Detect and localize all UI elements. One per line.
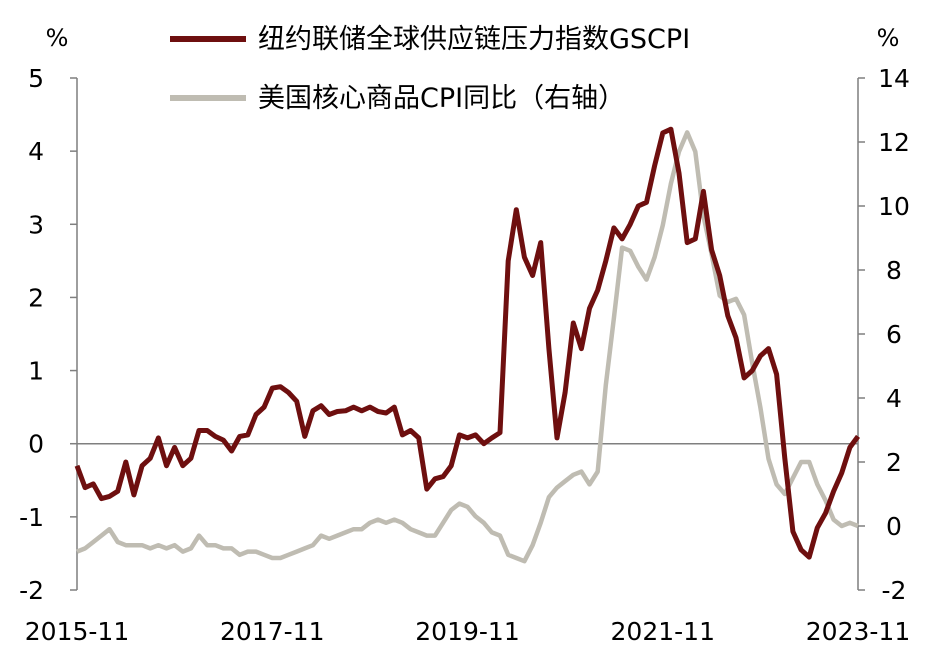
right-axis-unit: % xyxy=(877,24,900,52)
left-tick-label: 2 xyxy=(28,283,44,312)
right-tick-label: 10 xyxy=(878,192,910,221)
x-tick-label: 2023-11 xyxy=(806,617,910,646)
series-layer xyxy=(74,126,861,564)
right-tick-label: 8 xyxy=(886,256,902,285)
legend-label-core-goods-cpi: 美国核心商品CPI同比（右轴） xyxy=(258,83,625,114)
left-tick-label: 5 xyxy=(28,64,44,93)
x-tick-label: 2017-11 xyxy=(220,617,324,646)
right-tick-label: 14 xyxy=(878,64,910,93)
right-tick-label: 4 xyxy=(886,384,902,413)
right-tick-label: 12 xyxy=(878,128,910,157)
legend-label-gscpi: 纽约联储全球供应链压力指数GSCPI xyxy=(258,24,690,55)
right-tick-label: 0 xyxy=(886,512,902,541)
left-tick-label: 0 xyxy=(28,430,44,459)
left-tick-label: 4 xyxy=(28,137,44,166)
right-tick-label: 6 xyxy=(886,320,902,349)
x-tick-label: 2015-11 xyxy=(25,617,129,646)
left-tick-label: -2 xyxy=(19,576,44,605)
right-tick-label: -2 xyxy=(882,576,907,605)
series-line-core-goods-cpi xyxy=(76,130,859,564)
left-axis-unit: % xyxy=(46,24,69,52)
left-tick-label: 1 xyxy=(28,357,44,386)
x-tick-label: 2021-11 xyxy=(611,617,715,646)
x-tick-label: 2019-11 xyxy=(415,617,519,646)
left-tick-label: 3 xyxy=(28,210,44,239)
left-tick-label: -1 xyxy=(19,503,44,532)
right-tick-label: 2 xyxy=(886,448,902,477)
series-line-gscpi xyxy=(74,126,861,560)
